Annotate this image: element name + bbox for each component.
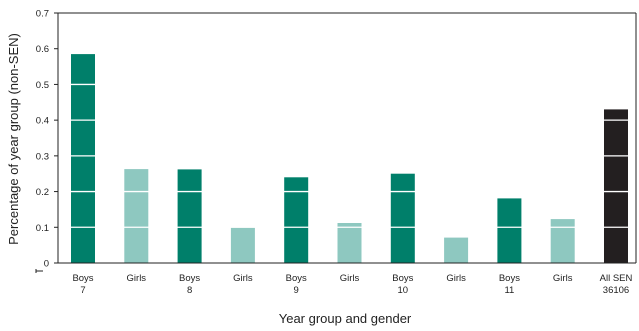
x-tick-label: Girls [233,273,253,284]
bar-9 [550,219,575,263]
x-tick-label: All SEN 36106 [600,273,633,296]
x-tick-label: Boys 10 [392,273,413,296]
x-tick-label: Girls [553,273,573,284]
y-tick-label: 0.6 [36,44,49,55]
y-axis-title: Percentage of year group (non-SEN) [6,33,21,245]
bar-6 [390,173,415,263]
bars [71,54,628,264]
y-tick-label: 0.2 [36,187,49,198]
bar-1 [124,169,149,263]
bar-8 [497,198,522,263]
bar-5 [337,223,362,263]
bar-7 [444,237,469,263]
x-axis-title: Year group and gender [279,311,412,326]
y-tick-label: 0.5 [36,80,49,91]
x-tick-label: Girls [127,273,147,284]
y-tick-label: 0.4 [36,116,49,127]
bar-10 [604,109,628,264]
bar-0 [71,54,95,263]
bar-3 [230,227,255,263]
y-tick-label: 0.7 [36,9,49,20]
y-tick-label: 0.3 [36,151,49,162]
x-tick-label: Boys 8 [179,273,200,296]
x-tick-labels: Boys 7 Girls Boys 8 Girls Boys 9 Girls Boys 10 Girl… [72,273,632,296]
bar-2 [177,169,202,263]
axes [35,12,637,273]
x-tick-label: Girls [446,273,466,284]
y-tick-label: 0.1 [36,223,49,234]
x-tick-label: Boys 11 [499,273,520,296]
x-tick-label: Girls [340,273,360,284]
x-tick-label: Boys 7 [72,273,93,296]
bar-4 [284,177,309,263]
y-tick-labels: 0 0.1 0.2 0.3 0.4 0.5 0.6 0.7 [36,9,58,270]
x-tick-label: Boys 9 [286,273,307,296]
y-tick-label: 0 [44,259,49,270]
